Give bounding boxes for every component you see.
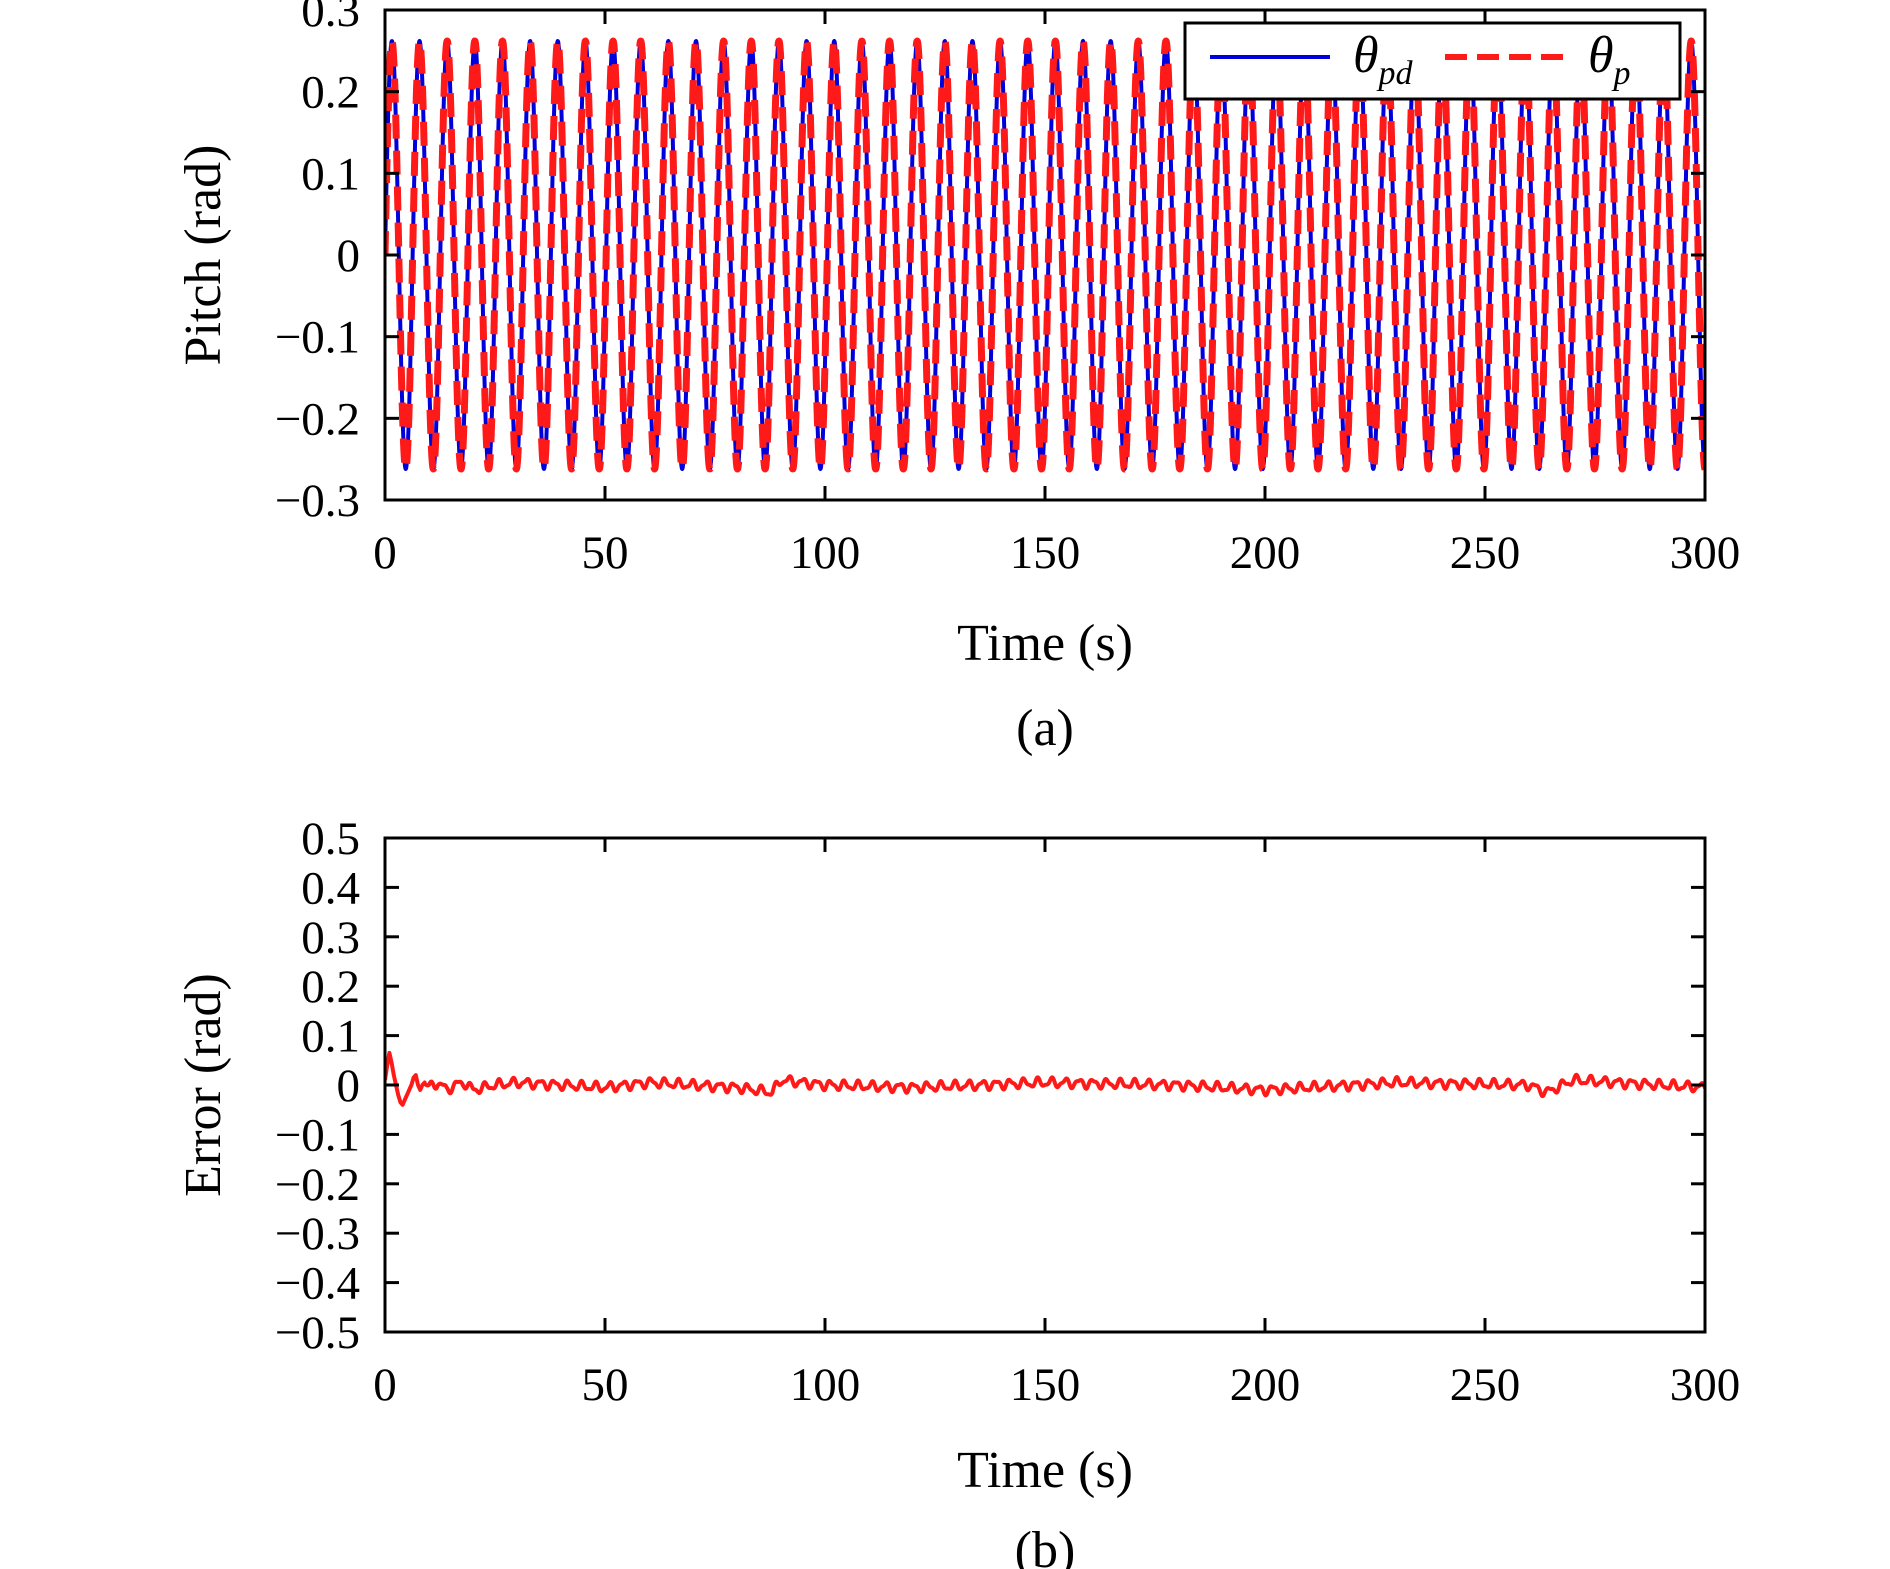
chart-a-y-tick-label: −0.2 bbox=[275, 393, 360, 445]
chart-b-y-axis-label: Error (rad) bbox=[175, 973, 232, 1197]
chart-a-legend-box bbox=[1183, 21, 1682, 101]
chart-a-x-tick-label: 0 bbox=[373, 527, 397, 579]
chart-a-x-tick-label: 250 bbox=[1450, 527, 1521, 579]
chart-a-y-tick-label: 0.2 bbox=[301, 67, 360, 119]
chart-b-y-tick-label: −0.3 bbox=[275, 1208, 360, 1260]
chart-a-y-tick-label: 0 bbox=[337, 230, 361, 282]
chart-a-x-tick-label: 50 bbox=[582, 527, 629, 579]
chart-b-caption: (b) bbox=[1015, 1522, 1076, 1569]
chart-a-legend-subscript-theta-p: p bbox=[1612, 55, 1631, 92]
chart-b-y-tick-label: −0.5 bbox=[275, 1307, 360, 1359]
chart-b-y-tick-label: 0.1 bbox=[301, 1011, 360, 1063]
chart-b-x-axis-label: Time (s) bbox=[957, 1442, 1133, 1499]
chart-b-y-tick-label: −0.2 bbox=[275, 1159, 360, 1211]
chart-b-y-tick-label: 0.3 bbox=[301, 912, 360, 964]
chart-b-series-error bbox=[385, 1050, 1705, 1107]
chart-b-x-tick-label: 150 bbox=[1010, 1359, 1081, 1411]
chart-b-y-tick-label: −0.1 bbox=[275, 1109, 360, 1161]
chart-b-y-tick-label: 0.4 bbox=[301, 862, 360, 914]
chart-a-x-tick-label: 150 bbox=[1010, 527, 1081, 579]
chart-a-x-axis-label: Time (s) bbox=[957, 615, 1133, 672]
chart-a-legend-symbol-theta-p: θ bbox=[1588, 27, 1614, 84]
chart-a-x-tick-label: 300 bbox=[1670, 527, 1741, 579]
chart-b-y-tick-label: 0 bbox=[337, 1060, 361, 1112]
chart-a-y-tick-label: 0.3 bbox=[301, 0, 360, 37]
chart-a-series-layer bbox=[385, 37, 1705, 473]
chart-a-x-tick-label: 100 bbox=[790, 527, 861, 579]
chart-a: 0 50 100 150 200 250 300 −0.3 −0.2 −0.1 0 0.1 0.2 0.3… bbox=[175, 0, 1740, 757]
chart-b-series-layer bbox=[385, 1050, 1705, 1107]
chart-b-x-tick-label: 0 bbox=[373, 1359, 397, 1411]
chart-a-series-theta-p bbox=[385, 37, 1705, 473]
chart-b-y-tick-label: −0.4 bbox=[275, 1258, 360, 1310]
chart-a-y-tick-label: −0.1 bbox=[275, 312, 360, 364]
chart-a-y-axis-label: Pitch (rad) bbox=[175, 145, 232, 366]
chart-b-x-tick-label: 300 bbox=[1670, 1359, 1741, 1411]
chart-a-legend-subscript-theta-pd: pd bbox=[1377, 55, 1414, 92]
chart-a-tick-labels: 0 50 100 150 200 250 300 −0.3 −0.2 −0.1 0 0.1 0.2 0.3 bbox=[275, 0, 1741, 579]
chart-b-y-tick-label: 0.5 bbox=[301, 813, 360, 865]
chart-b-x-tick-label: 50 bbox=[582, 1359, 629, 1411]
chart-b-tick-labels: 0 50 100 150 200 250 300−0.5−0.4−0.3−0.2−0.100… bbox=[275, 813, 1741, 1411]
chart-b: 0 50 100 150 200 250 300−0.5−0.4−0.3−0.2−0.100… bbox=[175, 813, 1740, 1569]
chart-b-x-tick-label: 100 bbox=[790, 1359, 861, 1411]
chart-a-caption: (a) bbox=[1016, 700, 1074, 757]
chart-a-y-tick-label: −0.3 bbox=[275, 475, 360, 527]
chart-a-x-tick-label: 200 bbox=[1230, 527, 1301, 579]
chart-a-legend-label-theta-pd: θpd bbox=[1353, 27, 1414, 92]
chart-a-legend-symbol-theta-pd: θ bbox=[1353, 27, 1379, 84]
chart-b-x-tick-label: 250 bbox=[1450, 1359, 1521, 1411]
chart-a-legend: θpd θp bbox=[1183, 21, 1682, 101]
chart-b-y-tick-label: 0.2 bbox=[301, 961, 360, 1013]
chart-a-legend-label-theta-p: θp bbox=[1588, 27, 1631, 92]
chart-b-ticks bbox=[383, 836, 1707, 1334]
chart-a-y-tick-label: 0.1 bbox=[301, 148, 360, 200]
chart-b-x-tick-label: 200 bbox=[1230, 1359, 1301, 1411]
